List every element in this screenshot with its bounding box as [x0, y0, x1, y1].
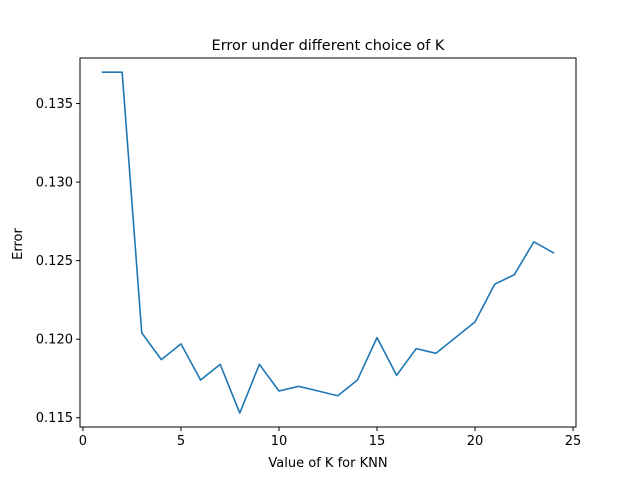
axes-frame	[79, 57, 577, 428]
plot-area	[101, 71, 555, 414]
x-axis-label: Value of K for KNN	[268, 456, 387, 471]
y-tick-label: 0.130	[36, 176, 73, 191]
x-tick-label: 10	[271, 434, 288, 449]
series-line	[101, 71, 555, 414]
y-tick-label: 0.125	[36, 254, 73, 269]
x-tick-label: 25	[565, 434, 582, 449]
x-tick-label: 20	[467, 434, 484, 449]
y-axis-label: Error	[11, 228, 26, 260]
x-axis: 0 5 10 15 20 25	[79, 427, 582, 449]
x-tick-label: 5	[177, 434, 185, 449]
y-tick-label: 0.115	[36, 411, 73, 426]
x-tick-label: 15	[369, 434, 386, 449]
x-tick-label: 0	[79, 434, 87, 449]
chart-title: Error under different choice of K	[212, 38, 445, 54]
y-tick-label: 0.120	[36, 333, 73, 348]
y-tick-label: 0.135	[36, 97, 73, 112]
y-axis: 0.115 0.120 0.125 0.130 0.135	[36, 97, 80, 426]
